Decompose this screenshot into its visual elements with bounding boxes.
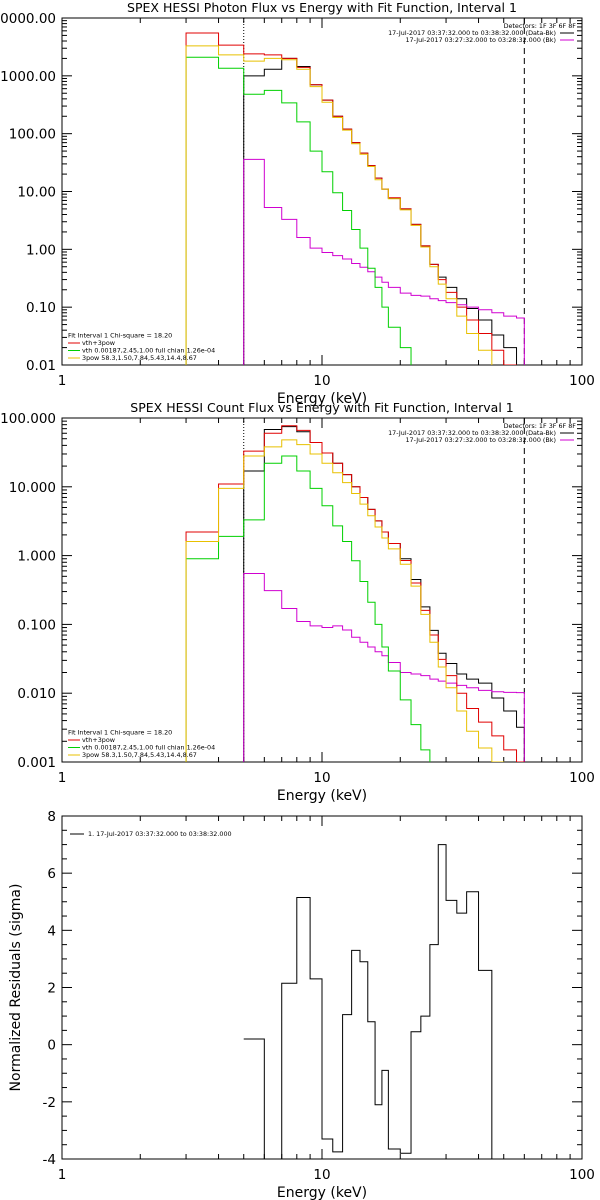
x-axis-label: Energy (keV) — [277, 1185, 367, 1200]
y-tick-label: 4 — [47, 923, 56, 939]
y-tick-label: 1000.00 — [0, 69, 56, 85]
y-tick-label: 10.00 — [17, 185, 56, 201]
y-axis-label: Normalized Residuals (sigma) — [8, 884, 24, 1092]
x-axis-label: Energy (keV) — [277, 391, 367, 407]
y-tick-label: 100.000 — [0, 411, 56, 427]
legend-left-label: Fit Interval 1 Chi-square = 18.20 — [68, 729, 172, 737]
legend-left-label: vth+3pow — [82, 736, 115, 744]
series-line — [243, 426, 525, 762]
legend-label: 1. 17-Jul-2017 03:37:32.000 to 03:38:32.… — [88, 830, 232, 838]
series-group — [185, 425, 525, 762]
y-tick-label: -2 — [43, 1095, 56, 1111]
y-tick-label: 100.00 — [9, 127, 56, 143]
x-tick-label: 100 — [569, 373, 595, 389]
legend-right-label: 17-Jul-2017 03:27:32.000 to 03:28:32.000… — [405, 436, 556, 444]
legend-right-label: 17-Jul-2017 03:37:32.000 to 03:38:32.000… — [388, 429, 556, 437]
y-tick-label: 10.000 — [9, 480, 56, 496]
y-ticks — [62, 420, 582, 763]
x-ticks — [61, 18, 583, 365]
legend-left-label: 3pow 58.3,1.50,7.84,5.43,14.4,8.67 — [82, 751, 197, 759]
series-line — [185, 439, 505, 762]
y-ticks — [62, 20, 582, 366]
y-ticks — [62, 815, 582, 1160]
legend-left-label: vth 0.00187,2.45,1.00 full chian 1.26e-0… — [82, 744, 215, 752]
y-tick-label: 6 — [47, 866, 56, 882]
detectors-label: Detectors: 1F 3F 6F 8F — [504, 22, 577, 30]
y-tick-label: 0.010 — [17, 686, 56, 702]
series-line — [185, 455, 431, 762]
series-line — [185, 56, 412, 365]
y-tick-label: 1.000 — [17, 549, 56, 565]
y-tick-label: 0.100 — [17, 617, 56, 633]
y-tick-label: 0.10 — [26, 300, 56, 316]
series-line — [185, 45, 493, 365]
chart-title: SPEX HESSI Photon Flux vs Energy with Fi… — [127, 0, 517, 15]
legend-left-label: vth+3pow — [82, 339, 115, 347]
x-tick-label: 10 — [313, 373, 330, 389]
series-line — [185, 425, 525, 762]
y-tick-label: 0 — [47, 1038, 56, 1054]
x-tick-label: 10 — [313, 770, 330, 786]
legend-left-label: Fit Interval 1 Chi-square = 18.20 — [68, 332, 172, 340]
x-axis-label: Energy (keV) — [277, 788, 367, 804]
detectors-label: Detectors: 1F 3F 6F 8F — [504, 422, 577, 430]
y-tick-label: 1.00 — [26, 242, 56, 258]
series-group — [185, 32, 525, 365]
x-tick-label: 10 — [313, 1167, 330, 1183]
series-line — [243, 158, 525, 365]
y-tick-label: 0.001 — [17, 755, 56, 771]
x-tick-label: 100 — [569, 770, 595, 786]
x-tick-label: 100 — [569, 1167, 595, 1183]
y-tick-label: 0.01 — [26, 358, 56, 374]
series-line — [243, 844, 525, 1159]
legend-left-label: vth 0.00187,2.45,1.00 full chian 1.26e-0… — [82, 347, 215, 355]
y-tick-label: 10000.00 — [0, 11, 56, 27]
chart-title: SPEX HESSI Count Flux vs Energy with Fit… — [130, 400, 513, 415]
series-group — [243, 844, 525, 1159]
x-tick-label: 1 — [58, 373, 67, 389]
y-tick-label: 8 — [47, 809, 56, 825]
y-tick-label: 2 — [47, 981, 56, 997]
series-line — [243, 57, 525, 365]
series-line — [243, 572, 525, 762]
legend-right-label: 17-Jul-2017 03:27:32.000 to 03:28:32.000… — [405, 36, 556, 44]
x-tick-label: 1 — [58, 770, 67, 786]
legend-left-label: 3pow 58.3,1.50,7.84,5.43,14.4,8.67 — [82, 354, 197, 362]
series-line — [185, 32, 518, 365]
legend-right-label: 17-Jul-2017 03:37:32.000 to 03:38:32.000… — [388, 29, 556, 37]
y-tick-label: -4 — [43, 1152, 56, 1168]
x-tick-label: 1 — [58, 1167, 67, 1183]
